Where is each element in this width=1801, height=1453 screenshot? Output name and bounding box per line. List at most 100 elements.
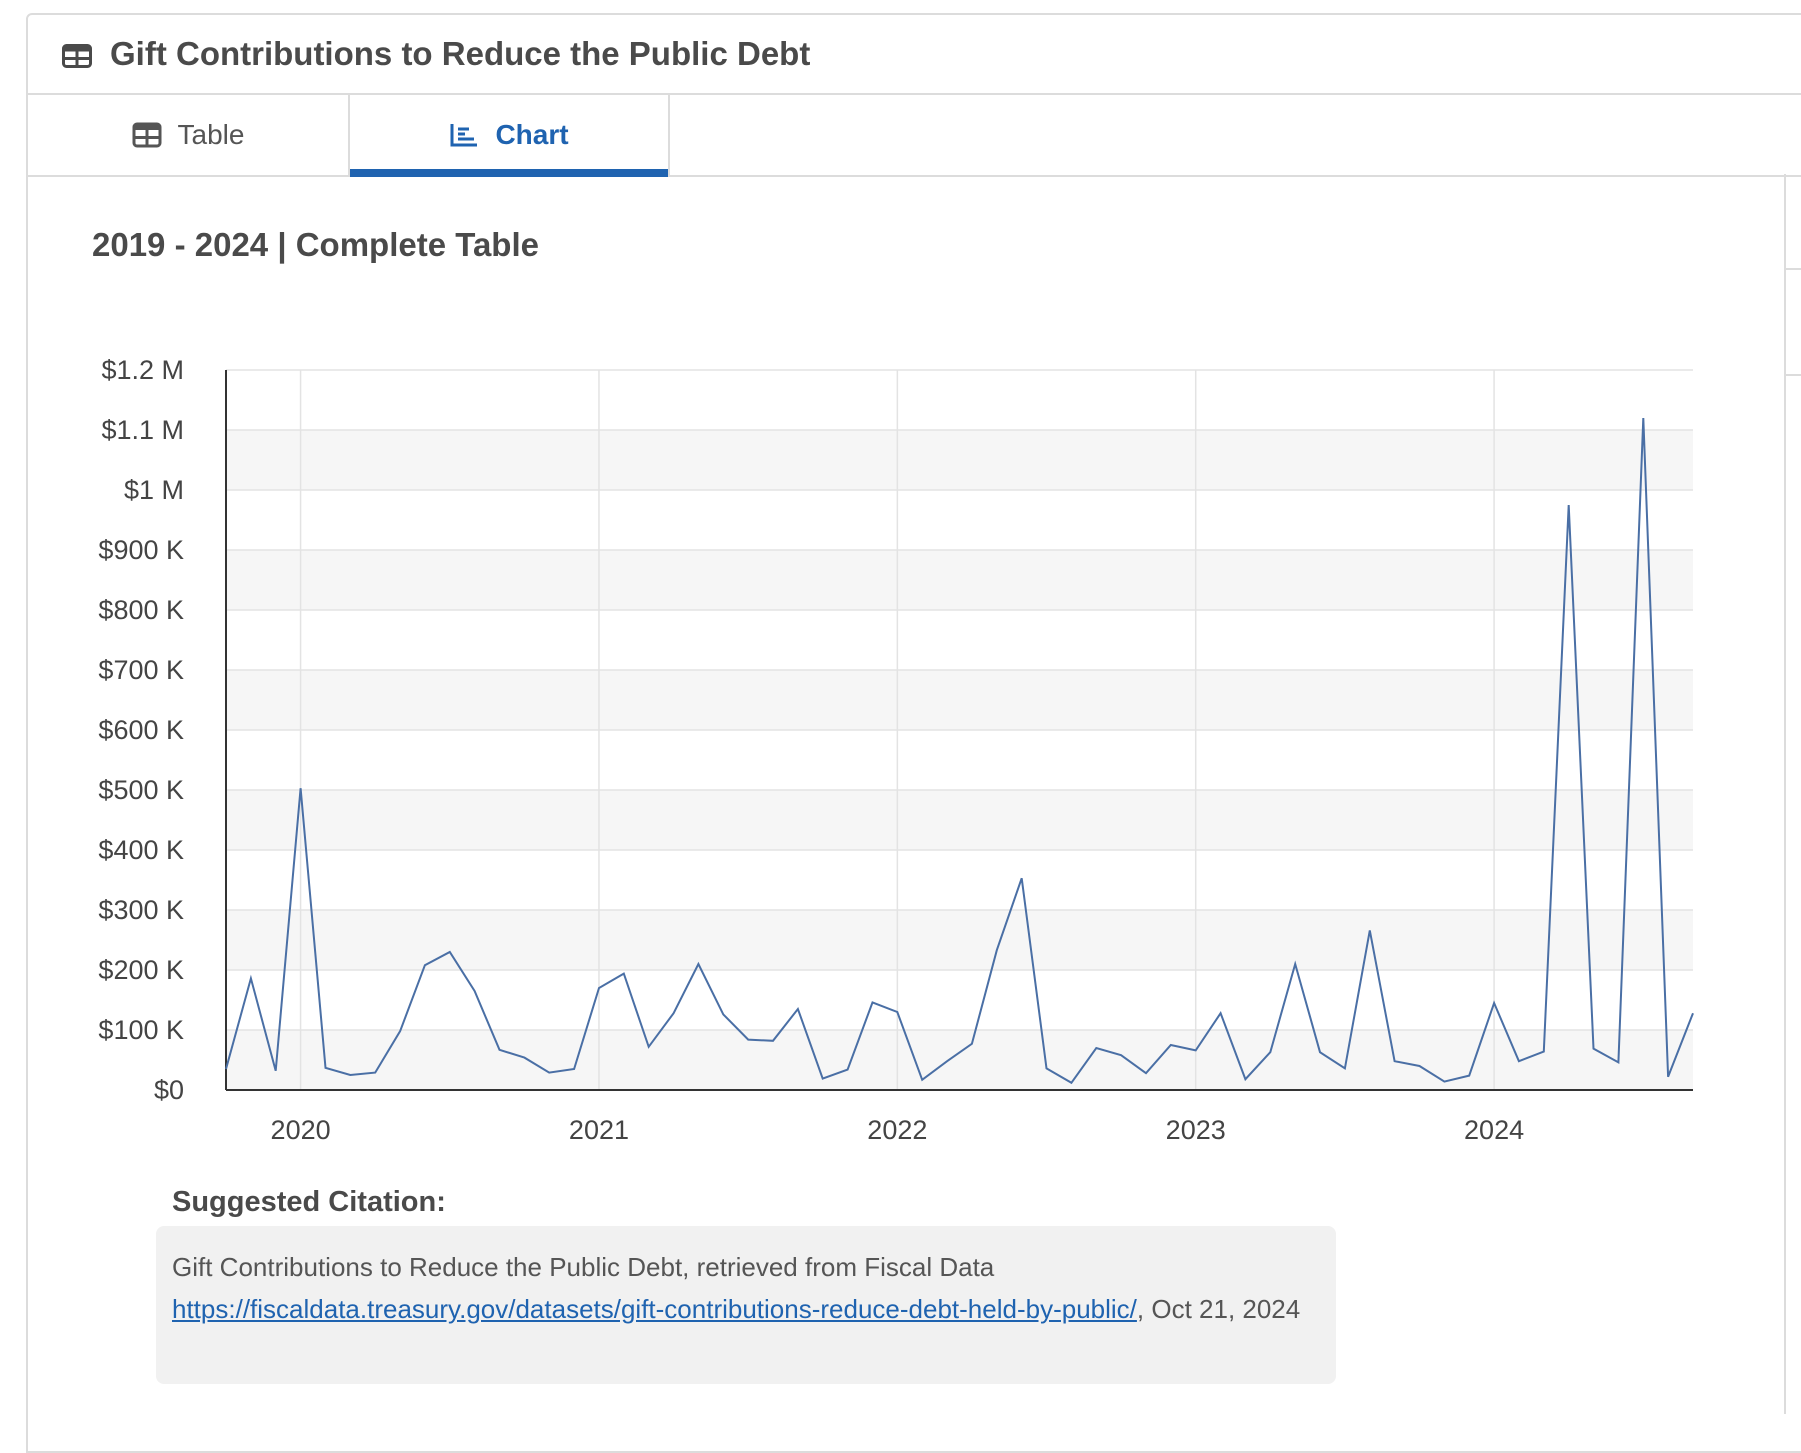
data-point [1417,1064,1421,1068]
series [224,416,1695,1085]
data-point [1268,1050,1272,1054]
x-tick-label: 2020 [271,1115,331,1145]
data-point [373,1071,377,1075]
rail-divider [1786,374,1801,376]
data-point [1293,962,1297,966]
tab-table[interactable]: Table [28,95,350,175]
x-tick-label: 2022 [867,1115,927,1145]
table-icon [132,122,162,148]
data-point [870,1000,874,1004]
y-tick-label: $1.2 M [101,355,184,385]
data-point [1343,1066,1347,1070]
data-point [398,1029,402,1033]
data-point [1467,1074,1471,1078]
y-tick-label: $200 K [98,955,184,985]
data-point [423,963,427,967]
data-point [1144,1071,1148,1075]
data-point [1020,876,1024,880]
data-point [498,1048,502,1052]
data-point [572,1067,576,1071]
data-point [622,972,626,976]
line-chart-icon [450,124,478,147]
x-tick-labels: 2020 2021 2022 2023 2024 [271,1115,1525,1145]
x-tick-label: 2024 [1464,1115,1524,1145]
y-tick-label: $1 M [124,475,184,505]
data-point [696,962,700,966]
grid-band [226,790,1693,850]
data-point [1069,1081,1073,1085]
y-tick-label: $100 K [98,1015,184,1045]
data-point [1542,1050,1546,1054]
data-point [1219,1011,1223,1015]
y-tick-label: $1.1 M [101,415,184,445]
y-tick-label: $800 K [98,595,184,625]
tab-chart[interactable]: Chart [350,95,670,177]
active-tab-indicator [350,169,668,177]
citation-date: , Oct 21, 2024 [1136,1294,1301,1324]
data-point [895,1010,899,1014]
data-point [846,1068,850,1072]
data-point [721,1012,725,1016]
y-tick-label: $700 K [98,655,184,685]
data-point [1492,1001,1496,1005]
data-point [1318,1050,1322,1054]
x-tick-label: 2023 [1166,1115,1226,1145]
grid-band [226,910,1693,970]
data-point [647,1045,651,1049]
data-point [1641,416,1645,420]
chart-heading: 2019 - 2024 | Complete Table [92,226,539,263]
data-point [1393,1059,1397,1063]
data-point [995,948,999,952]
data-point [821,1077,825,1081]
data-point [1691,1011,1695,1015]
data-point [597,986,601,990]
data-point [1119,1053,1123,1057]
citation-box: Gift Contributions to Reduce the Public … [156,1226,1336,1384]
grid-bands [226,430,1693,1090]
y-tick-label: $300 K [98,895,184,925]
citation-link[interactable]: https://fiscaldata.treasury.gov/datasets… [172,1294,1137,1324]
vertical-gridlines [299,370,1495,1090]
data-point [249,976,253,980]
data-point [945,1059,949,1063]
axes [225,370,1693,1091]
y-tick-labels: $0 $100 K $200 K $300 K $400 K $500 K $600 K $7… [98,355,184,1105]
data-point [970,1042,974,1046]
panel-header: Gift Contributions to Reduce the Public … [28,15,1801,95]
citation-label: Suggested Citation: [172,1186,446,1218]
data-point [1442,1080,1446,1084]
data-point [1045,1066,1049,1070]
data-point [1094,1046,1098,1050]
y-tick-label: $0 [154,1075,184,1105]
data-point [672,1011,676,1015]
tab-chart-label: Chart [495,119,569,150]
tab-table-label: Table [177,119,245,150]
data-point [1243,1077,1247,1081]
data-point [522,1056,526,1060]
data-point [796,1007,800,1011]
data-point [1666,1075,1670,1079]
data-point [1616,1060,1620,1064]
data-point [299,786,303,790]
view-tabs: Table Chart [28,95,1801,177]
citation-text: Gift Contributions to Reduce the Public … [172,1252,995,1282]
line-chart: $0 $100 K $200 K $300 K $400 K $500 K $600 K $7… [98,355,1695,1145]
y-tick-label: $400 K [98,835,184,865]
data-point [547,1071,551,1075]
data-point [1368,928,1372,932]
grid-band [226,550,1693,610]
data-point [920,1078,924,1082]
y-tick-label: $900 K [98,535,184,565]
data-point [224,1067,228,1071]
rail-divider [1786,268,1801,270]
data-point [1194,1048,1198,1052]
data-point [274,1069,278,1073]
data-point [323,1066,327,1070]
x-tick-label: 2021 [569,1115,629,1145]
y-tick-label: $500 K [98,775,184,805]
grid-band [226,670,1693,730]
data-point [1592,1047,1596,1051]
grid-band [226,430,1693,490]
data-point [746,1038,750,1042]
data-point [1169,1043,1173,1047]
